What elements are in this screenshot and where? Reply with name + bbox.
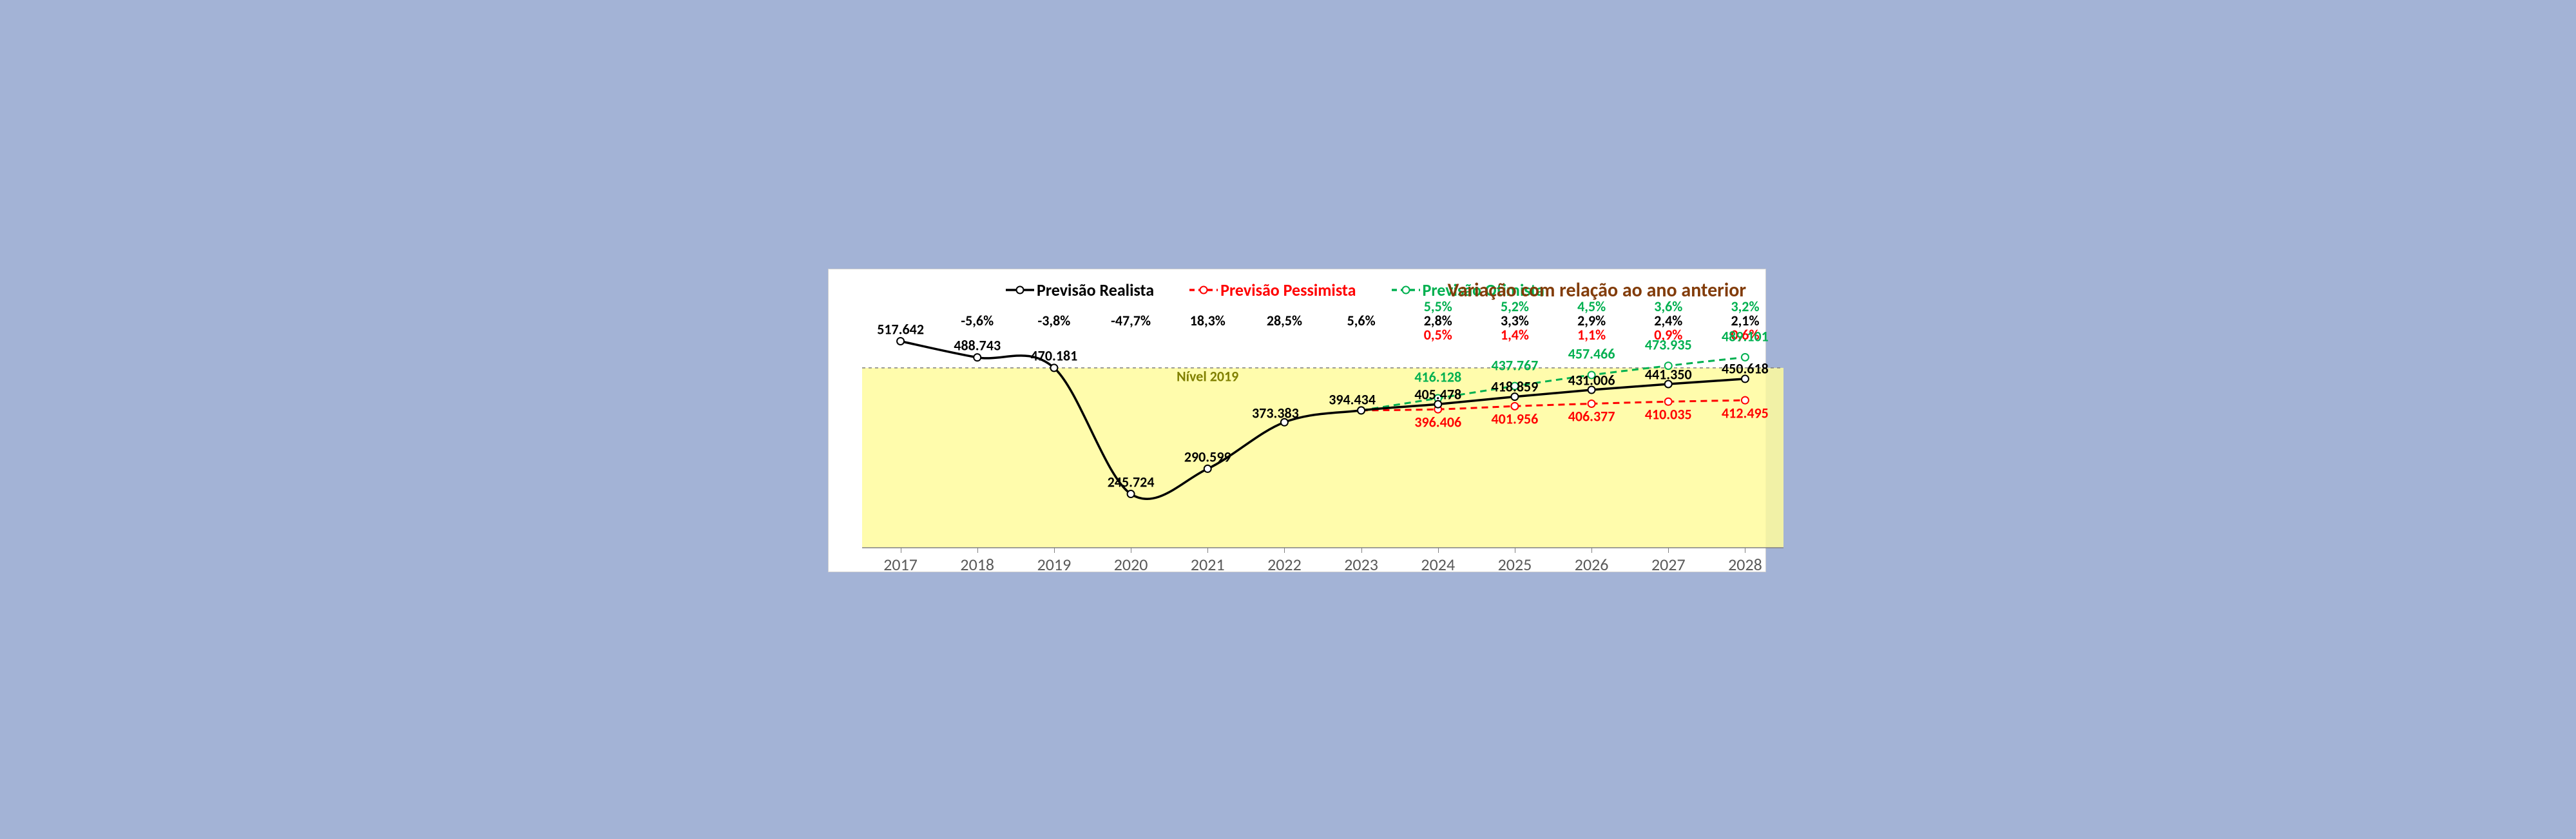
series-marker-realista	[974, 354, 981, 361]
x-axis-tick: 2024	[1399, 554, 1476, 572]
x-axis-tick: 2026	[1553, 554, 1630, 572]
data-label-realista: 517.642	[877, 320, 924, 338]
x-axis-tick: 2023	[1323, 554, 1399, 572]
x-axis: 2017201820192020202120222023202420252026…	[862, 554, 1783, 572]
data-label-realista: 373.383	[1252, 404, 1299, 421]
chart-frame: Total de Movimentos Previsão RealistaPre…	[805, 262, 1771, 577]
data-label-realista: 405.478	[1414, 385, 1461, 403]
plot-svg	[862, 329, 1783, 548]
data-label-realista: 441.350	[1645, 365, 1692, 383]
data-label-otimista: 489.101	[1722, 327, 1769, 345]
series-marker-pessimista	[1511, 402, 1518, 409]
data-label-otimista: 437.767	[1492, 356, 1539, 374]
legend-swatch-icon	[1392, 284, 1420, 296]
data-label-otimista: 457.466	[1568, 345, 1615, 363]
data-label-realista: 418.859	[1492, 378, 1539, 396]
series-marker-otimista	[1742, 353, 1749, 360]
x-axis-tick: 2019	[1015, 554, 1092, 572]
data-label-realista: 431.006	[1568, 371, 1615, 389]
data-label-pessimista: 401.956	[1492, 410, 1539, 427]
data-label-otimista: 416.128	[1414, 369, 1461, 386]
x-axis-tick: 2022	[1246, 554, 1323, 572]
x-axis-tick: 2027	[1630, 554, 1707, 572]
data-label-pessimista: 412.495	[1722, 404, 1769, 421]
data-label-realista: 290.599	[1184, 448, 1231, 465]
plot-area: 396.406 401.956 406.377 410.035 412.495 416.1…	[862, 329, 1783, 548]
nivel-2019-label: Nível 2019	[1177, 367, 1238, 385]
data-label-realista: 488.743	[954, 337, 1001, 354]
x-axis-tick: 2021	[1169, 554, 1246, 572]
x-axis-tick: 2020	[1093, 554, 1169, 572]
series-marker-realista	[897, 337, 904, 344]
x-axis-tick: 2028	[1707, 554, 1783, 572]
series-marker-pessimista	[1588, 400, 1595, 407]
data-label-pessimista: 406.377	[1568, 407, 1615, 425]
data-label-realista: 394.434	[1329, 391, 1376, 409]
x-axis-tick: 2018	[939, 554, 1015, 572]
data-label-pessimista: 396.406	[1414, 413, 1461, 430]
series-marker-realista	[1050, 364, 1057, 371]
chart-panel: Previsão RealistaPrevisão PessimistaPrev…	[828, 269, 1766, 572]
data-label-pessimista: 410.035	[1645, 405, 1692, 423]
series-marker-realista	[1128, 490, 1135, 497]
legend-swatch-icon	[1006, 284, 1034, 296]
data-label-realista: 245.724	[1108, 474, 1155, 491]
series-marker-pessimista	[1665, 398, 1672, 405]
series-marker-pessimista	[1742, 396, 1749, 403]
shade-band	[862, 367, 1783, 547]
data-label-realista: 450.618	[1722, 360, 1769, 378]
data-label-otimista: 473.935	[1645, 336, 1692, 354]
x-axis-tick: 2025	[1476, 554, 1553, 572]
series-marker-realista	[1204, 465, 1211, 472]
x-axis-tick: 2017	[862, 554, 939, 572]
data-label-realista: 470.181	[1031, 347, 1078, 365]
legend-swatch-icon	[1189, 284, 1218, 296]
